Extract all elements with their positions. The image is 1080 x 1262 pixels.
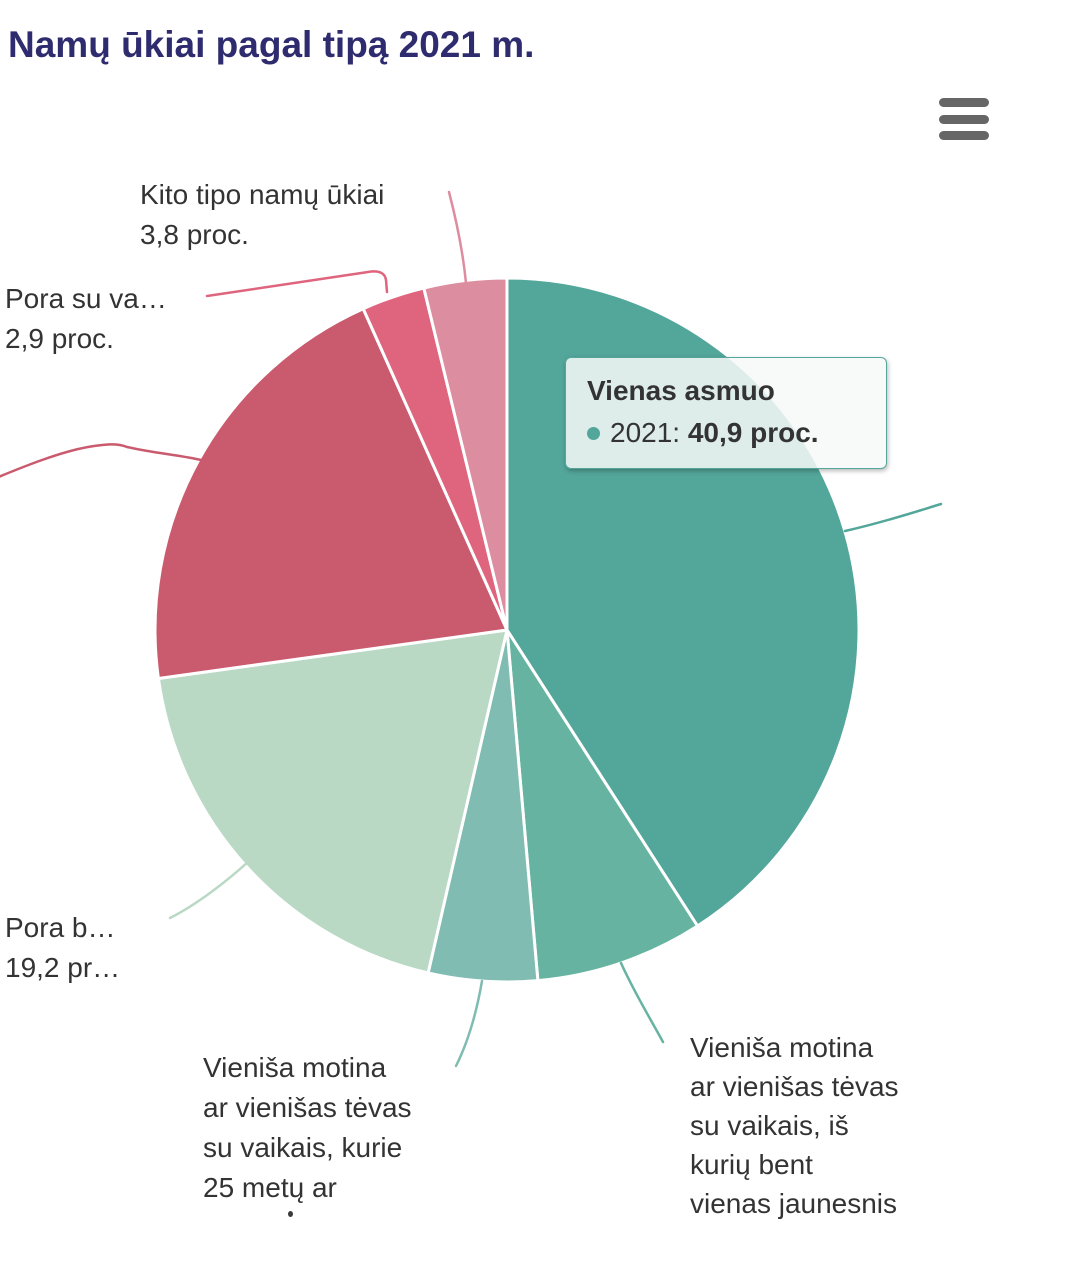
tooltip-title: Vienas asmuo [587, 375, 775, 406]
pie-label-text: vienas jaunesnis [690, 1188, 898, 1219]
pie-label-text: Kito tipo namų ūkiai [140, 179, 385, 210]
pie-label-value: 2,9 proc. [5, 323, 114, 354]
pie-label-text: ar vienišas tėvas [203, 1092, 412, 1123]
pie-label-kito-tipo: Kito tipo namų ūkiai 3,8 proc. [140, 175, 384, 255]
label-connector-1 [619, 961, 665, 1044]
chart-title: Namų ūkiai pagal tipą 2021 m. [8, 24, 535, 65]
tooltip: Vienas asmuo 2021: 40,9 proc. [565, 357, 887, 469]
label-connector-4 [0, 443, 203, 478]
pie-label-value: 3,8 proc. [140, 219, 249, 250]
pie-label-text: Vieniša motina [690, 1032, 874, 1063]
label-connector-0 [843, 502, 943, 533]
hamburger-icon [939, 98, 989, 107]
pie-label-single-parent-older: Vieniša motina ar vienišas tėvas su vaik… [203, 1048, 412, 1208]
tooltip-separator: : [672, 417, 688, 448]
tooltip-series-name: 2021 [610, 417, 673, 448]
series-bullet-icon [587, 426, 600, 440]
pie-label-text: kurių bent [690, 1149, 813, 1180]
label-connector-5 [205, 270, 389, 298]
pie-label-text: Pora b… [5, 912, 116, 943]
pie-label-text: su vaikais, iš [690, 1110, 849, 1141]
label-connector-2 [454, 979, 484, 1068]
pie-slice-3[interactable] [156, 628, 509, 975]
pie-label-text: 25 metų ar [203, 1172, 337, 1203]
pie-label-text: Pora su va… [5, 283, 167, 314]
pie-label-value: 19,2 pr… [5, 952, 121, 983]
hamburger-icon [939, 131, 989, 140]
tooltip-row: 2021: 40,9 proc. [587, 415, 865, 451]
label-connector-3 [168, 859, 251, 920]
pie-label-text: su vaikais, kurie [203, 1132, 403, 1163]
clipped-text-dot [288, 1211, 293, 1217]
hamburger-menu-button[interactable] [939, 98, 991, 140]
pie-label-pora-b: Pora b… 19,2 pr… [5, 908, 120, 988]
pie-label-text: Vieniša motina [203, 1052, 387, 1083]
pie-label-pora-su-va: Pora su va… 2,9 proc. [5, 279, 167, 359]
label-connector-6 [447, 190, 468, 285]
pie-label-text: ar vienišas tėvas [690, 1071, 899, 1102]
hamburger-icon [939, 114, 989, 124]
pie-label-single-parent-younger: Vieniša motina ar vienišas tėvas su vaik… [690, 1028, 899, 1223]
tooltip-value: 40,9 proc. [687, 417, 819, 448]
